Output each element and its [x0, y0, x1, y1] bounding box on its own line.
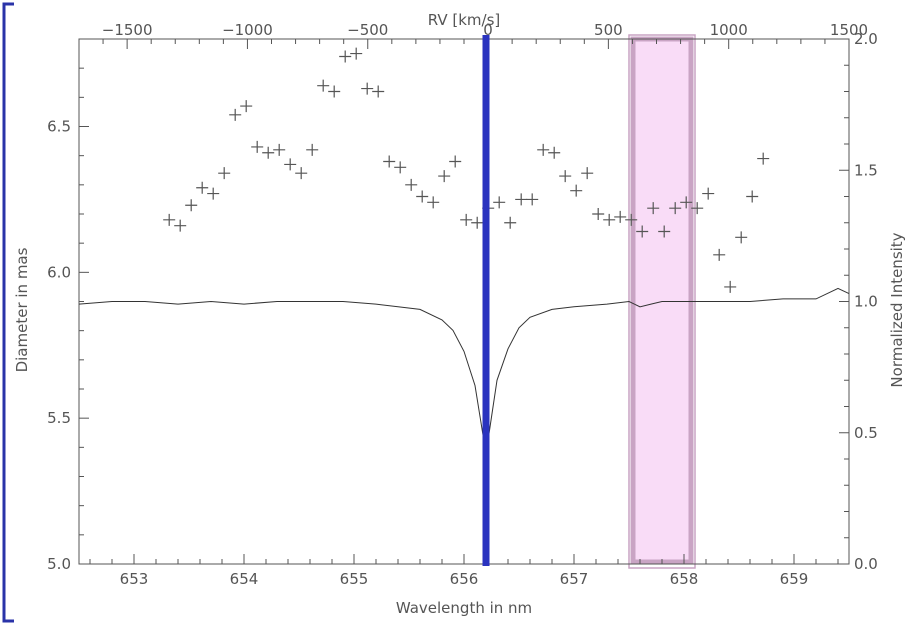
- y2-tick-label: 1.5: [854, 161, 878, 179]
- data-point: [526, 193, 539, 206]
- data-point: [647, 202, 660, 215]
- intensity-line: [78, 287, 850, 454]
- data-point: [328, 85, 341, 98]
- x2-tick-label: −500: [347, 21, 388, 39]
- data-point: [559, 170, 572, 183]
- top-axis-title: RV [km/s]: [428, 11, 501, 29]
- data-point: [691, 202, 704, 215]
- right-axis-title: Normalized Intensity: [888, 232, 905, 387]
- data-point: [570, 184, 583, 197]
- x-axis-title: Wavelength in nm: [396, 599, 532, 617]
- data-point: [592, 208, 605, 220]
- data-point: [262, 146, 275, 159]
- x-tick-label: 656: [450, 570, 479, 588]
- data-point: [427, 196, 440, 209]
- data-point: [229, 108, 242, 121]
- data-point: [438, 170, 451, 183]
- x2-tick-label: −1500: [102, 21, 153, 39]
- data-point: [713, 248, 726, 261]
- data-point: [746, 190, 759, 203]
- x-tick-label: 654: [230, 570, 259, 588]
- y2-tick-label: 2.0: [854, 30, 878, 48]
- data-point: [240, 100, 253, 113]
- y2-tick-label: 0.0: [854, 555, 878, 573]
- data-point: [625, 213, 638, 226]
- data-point: [471, 216, 484, 229]
- data-point: [196, 181, 209, 194]
- data-point: [603, 213, 616, 226]
- data-point: [372, 85, 385, 98]
- x2-tick-label: 0: [483, 21, 493, 39]
- data-point: [416, 190, 429, 203]
- highlight-band-layer: [628, 34, 696, 569]
- data-point: [449, 155, 462, 168]
- x2-tick-label: 500: [594, 21, 623, 39]
- tick-labels-layer: 653 654 655 656 657 658 659 5.0 5.5 6.0 6.5 0.0 0.5 1…: [47, 21, 878, 588]
- data-point: [724, 280, 737, 293]
- halpha-line: [482, 35, 490, 566]
- x-tick-label: 653: [120, 570, 149, 588]
- data-point: [405, 178, 418, 191]
- data-point: [735, 231, 748, 244]
- data-point: [614, 210, 627, 223]
- y2-tick-label: 0.5: [854, 424, 878, 442]
- data-point: [504, 216, 517, 229]
- data-point: [383, 155, 396, 168]
- x-tick-label: 657: [560, 570, 589, 588]
- data-point: [669, 202, 682, 215]
- series-layer: [78, 47, 850, 454]
- data-point: [350, 47, 363, 60]
- data-point: [581, 167, 594, 180]
- data-point: [460, 213, 473, 226]
- data-point: [361, 82, 374, 95]
- data-point: [394, 161, 407, 174]
- left-bracket: [2, 2, 14, 623]
- data-point: [757, 152, 770, 165]
- data-point: [339, 50, 352, 63]
- data-point: [493, 196, 506, 209]
- x2-tick-label: −1000: [222, 21, 273, 39]
- y-tick-label: 6.5: [47, 118, 71, 136]
- x-tick-label: 659: [780, 570, 809, 588]
- data-point: [207, 187, 220, 200]
- data-point: [295, 167, 308, 180]
- y-tick-label: 6.0: [47, 263, 71, 281]
- x2-tick-label: 1000: [710, 21, 748, 39]
- data-point: [537, 143, 550, 156]
- x-tick-label: 655: [340, 570, 369, 588]
- data-point: [174, 219, 187, 232]
- data-point: [306, 143, 319, 156]
- data-point: [284, 158, 297, 171]
- y-axis-title: Diameter in mas: [13, 247, 31, 372]
- y2-tick-label: 1.0: [854, 293, 878, 311]
- data-point: [185, 199, 198, 212]
- data-point: [515, 193, 528, 206]
- y-tick-label: 5.0: [47, 555, 71, 573]
- ticks-layer: [79, 38, 850, 565]
- y-tick-label: 5.5: [47, 409, 71, 427]
- data-point: [218, 167, 231, 180]
- x2-tick-label: 1500: [830, 21, 868, 39]
- highlight-band: [630, 36, 694, 565]
- data-point: [548, 146, 561, 159]
- x-tick-label: 658: [670, 570, 699, 588]
- data-point: [317, 79, 330, 92]
- data-point: [273, 143, 286, 156]
- data-point: [658, 225, 671, 238]
- data-point: [702, 187, 715, 200]
- data-point: [636, 225, 649, 238]
- data-point: [251, 140, 264, 153]
- vline-layer: [482, 35, 490, 566]
- data-point: [163, 213, 176, 226]
- data-point: [680, 196, 693, 209]
